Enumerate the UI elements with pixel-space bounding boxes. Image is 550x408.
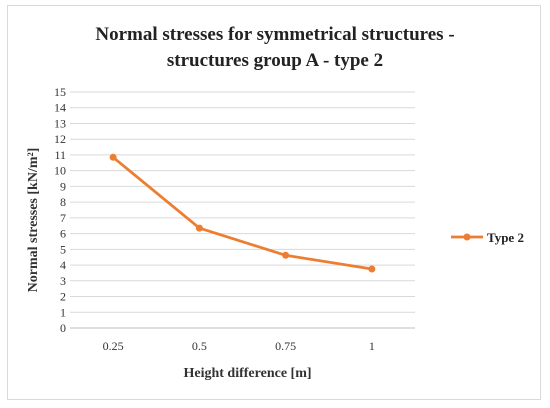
chart-title-line-2: structures group A - type 2: [166, 50, 384, 71]
y-tick-6: 6: [60, 227, 66, 241]
series-type-2: [109, 153, 376, 273]
x-axis-label: Height difference [m]: [183, 366, 311, 381]
y-tick-15: 15: [54, 85, 66, 99]
y-tick-8: 8: [60, 195, 66, 209]
series-line-0: [111, 155, 374, 271]
y-tick-9: 9: [60, 179, 66, 193]
y-tick-2: 2: [60, 290, 66, 304]
legend-marker-type-2: [463, 233, 471, 241]
y-tick-4: 4: [60, 258, 66, 272]
chart-title: Normal stresses for symmetrical structur…: [0, 22, 550, 74]
y-tick-11: 11: [54, 148, 66, 162]
y-tick-13: 13: [54, 116, 66, 130]
y-tick-0: 0: [60, 321, 66, 335]
chart-title-line-1: Normal stresses for symmetrical structur…: [95, 24, 455, 45]
legend: Type 2: [451, 230, 524, 245]
x-tick-0.75: 0.75: [275, 339, 296, 353]
y-tick-14: 14: [54, 101, 66, 115]
legend-label-type-2: Type 2: [487, 230, 524, 245]
y-tick-12: 12: [54, 132, 66, 146]
data-point-0.75: [282, 251, 290, 259]
y-axis-label: Normal stresses [kN/m²]: [26, 148, 41, 293]
gridlines: [70, 91, 415, 313]
data-point-0.5: [195, 224, 203, 232]
y-tick-10: 10: [54, 164, 66, 178]
data-point-0.25: [109, 153, 117, 161]
x-tick-1: 1: [369, 339, 375, 353]
y-tick-3: 3: [60, 274, 66, 288]
y-tick-7: 7: [60, 211, 66, 225]
x-tick-0.25: 0.25: [103, 339, 124, 353]
y-tick-5: 5: [60, 242, 66, 256]
data-point-1: [368, 265, 376, 273]
y-tick-1: 1: [60, 305, 66, 319]
x-tick-0.5: 0.5: [192, 339, 207, 353]
x-tick-labels: 0.25 0.5 0.75 1: [103, 339, 375, 353]
